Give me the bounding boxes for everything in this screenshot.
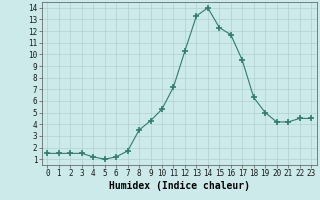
X-axis label: Humidex (Indice chaleur): Humidex (Indice chaleur) xyxy=(109,181,250,191)
